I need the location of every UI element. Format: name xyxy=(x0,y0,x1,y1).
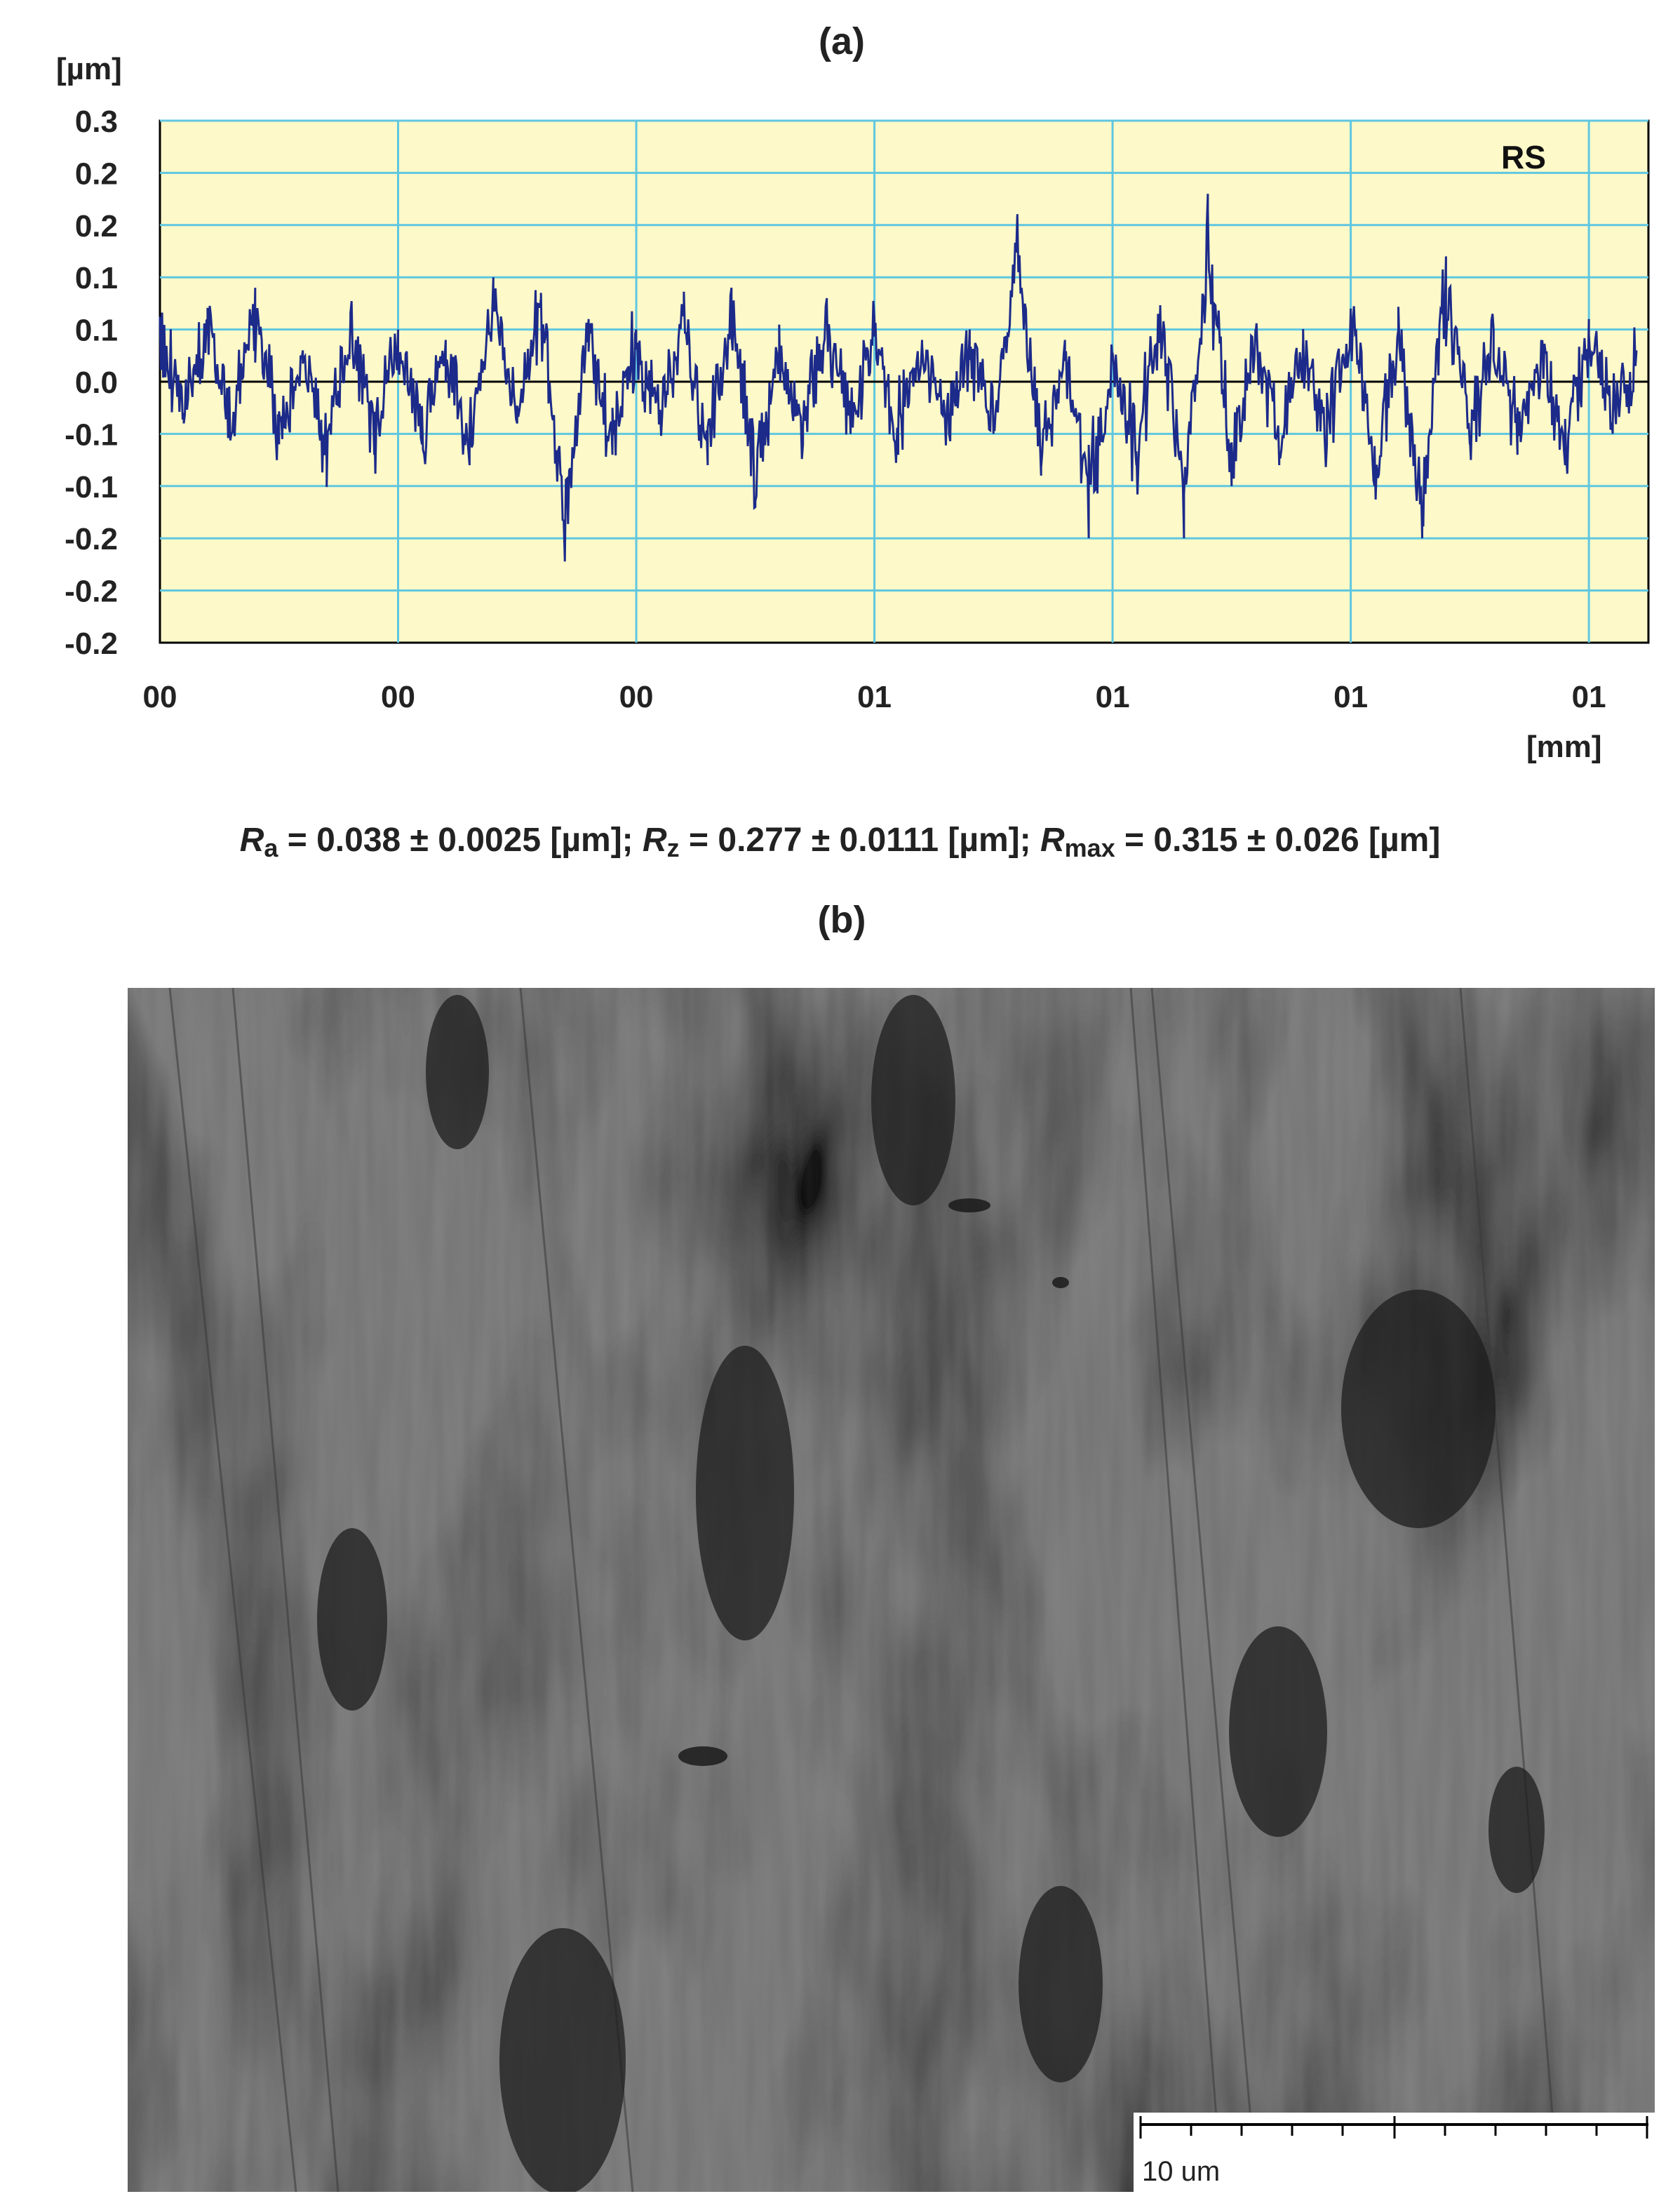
scale-bar-label: 10 um xyxy=(1142,2156,1220,2187)
x-tick-label: 01 xyxy=(1096,680,1130,714)
y-tick-label: 0.2 xyxy=(75,156,118,191)
x-tick-label: 01 xyxy=(1572,680,1606,714)
y-tick-label: 0.0 xyxy=(75,366,118,400)
x-axis-unit: [mm] xyxy=(1526,730,1602,764)
rz-symbol: R xyxy=(643,822,667,859)
rz-subscript: z xyxy=(666,834,680,862)
y-tick-label: 0.3 xyxy=(75,105,118,139)
y-tick-label: -0.2 xyxy=(65,627,118,661)
x-axis-ticks: 00 00 00 01 01 01 01 xyxy=(143,680,1606,714)
legend-rs: RS xyxy=(1501,139,1546,175)
y-tick-label: -0.1 xyxy=(65,470,118,504)
y-axis-unit: [µm] xyxy=(56,52,122,86)
ra-symbol: R xyxy=(239,822,264,859)
y-tick-label: -0.1 xyxy=(65,417,118,452)
panel-a-label: (a) xyxy=(819,20,865,62)
rmax-symbol: R xyxy=(1040,822,1065,859)
sem-micrograph: 10 um xyxy=(128,988,1655,2192)
x-tick-label: 00 xyxy=(619,680,654,714)
panel-b-label: (b) xyxy=(817,899,866,941)
rmax-subscript: max xyxy=(1064,834,1115,862)
y-axis-ticks: 0.3 0.2 0.2 0.1 0.1 0.0 -0.1 -0.1 -0.2 -0.2 -0.2 xyxy=(65,105,118,661)
sem-texture: 10 um xyxy=(128,988,1655,2192)
x-tick-label: 00 xyxy=(143,680,177,714)
ra-subscript: a xyxy=(264,834,278,862)
y-tick-label: -0.2 xyxy=(65,522,118,556)
roughness-parameters: Ra = 0.038 ± 0.0025 [µm]; Rz = 0.277 ± 0… xyxy=(0,821,1680,863)
x-tick-label: 00 xyxy=(381,680,415,714)
y-tick-label: 0.2 xyxy=(75,209,118,243)
y-tick-label: 0.1 xyxy=(75,261,118,295)
scale-bar: 10 um xyxy=(1134,2113,1655,2192)
roughness-profile-series xyxy=(159,194,1638,562)
x-tick-label: 01 xyxy=(857,680,892,714)
y-tick-label: -0.2 xyxy=(65,575,118,609)
x-tick-label: 01 xyxy=(1333,680,1368,714)
ra-value: = 0.038 ± 0.0025 [µm]; xyxy=(278,822,643,859)
rz-value: = 0.277 ± 0.0111 [µm]; xyxy=(679,822,1040,859)
y-tick-label: 0.1 xyxy=(75,314,118,348)
surface-profile-chart: 0.3 0.2 0.2 0.1 0.1 0.0 -0.1 -0.1 -0.2 -0.2 -0.2 0… xyxy=(65,105,1650,714)
rmax-value: = 0.315 ± 0.026 [µm] xyxy=(1115,822,1441,859)
